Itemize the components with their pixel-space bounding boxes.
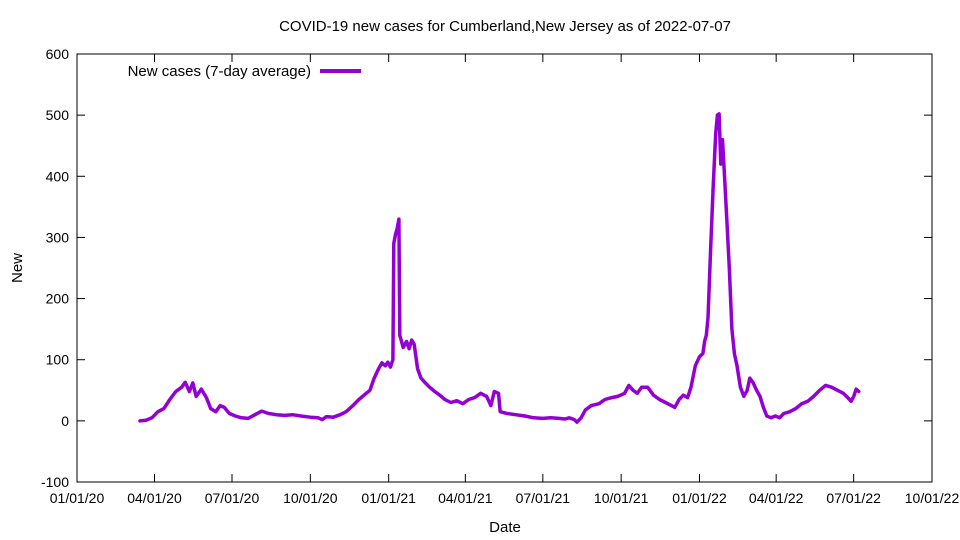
x-tick-label: 01/01/21: [361, 490, 416, 506]
plot-area: [138, 112, 861, 424]
legend-label: New cases (7-day average): [128, 63, 311, 80]
y-tick-label: 200: [46, 291, 70, 307]
y-tick-label: -100: [41, 474, 69, 490]
y-tick-label: 600: [46, 46, 70, 62]
x-tick-label: 01/01/20: [50, 490, 105, 506]
x-tick-label: 04/01/22: [749, 490, 804, 506]
x-tick-label: 07/01/21: [516, 490, 571, 506]
y-axis-title: New: [9, 253, 26, 283]
series-line-0: [138, 112, 861, 424]
x-tick-label: 01/01/22: [672, 490, 727, 506]
x-tick-label: 04/01/21: [438, 490, 493, 506]
y-tick-label: 400: [46, 168, 70, 184]
legend: New cases (7-day average): [128, 63, 361, 80]
x-tick-label: 10/01/21: [594, 490, 649, 506]
x-tick-label: 07/01/20: [205, 490, 260, 506]
y-tick-label: 100: [46, 352, 70, 368]
chart-title: COVID-19 new cases for Cumberland,New Je…: [279, 18, 731, 35]
plot-border: [76, 53, 933, 483]
axis-ticks: -100 0 100 200 300 400 500 600 01/01/20 04/01/20 0…: [41, 46, 959, 506]
x-tick-label: 10/01/20: [283, 490, 338, 506]
x-tick-label: 10/01/22: [905, 490, 960, 506]
x-tick-label: 07/01/22: [826, 490, 881, 506]
x-tick-label: 04/01/20: [127, 490, 182, 506]
y-tick-label: 300: [46, 229, 70, 245]
x-axis-title: Date: [489, 519, 521, 536]
y-tick-label: 500: [46, 107, 70, 123]
y-tick-label: 0: [61, 413, 69, 429]
